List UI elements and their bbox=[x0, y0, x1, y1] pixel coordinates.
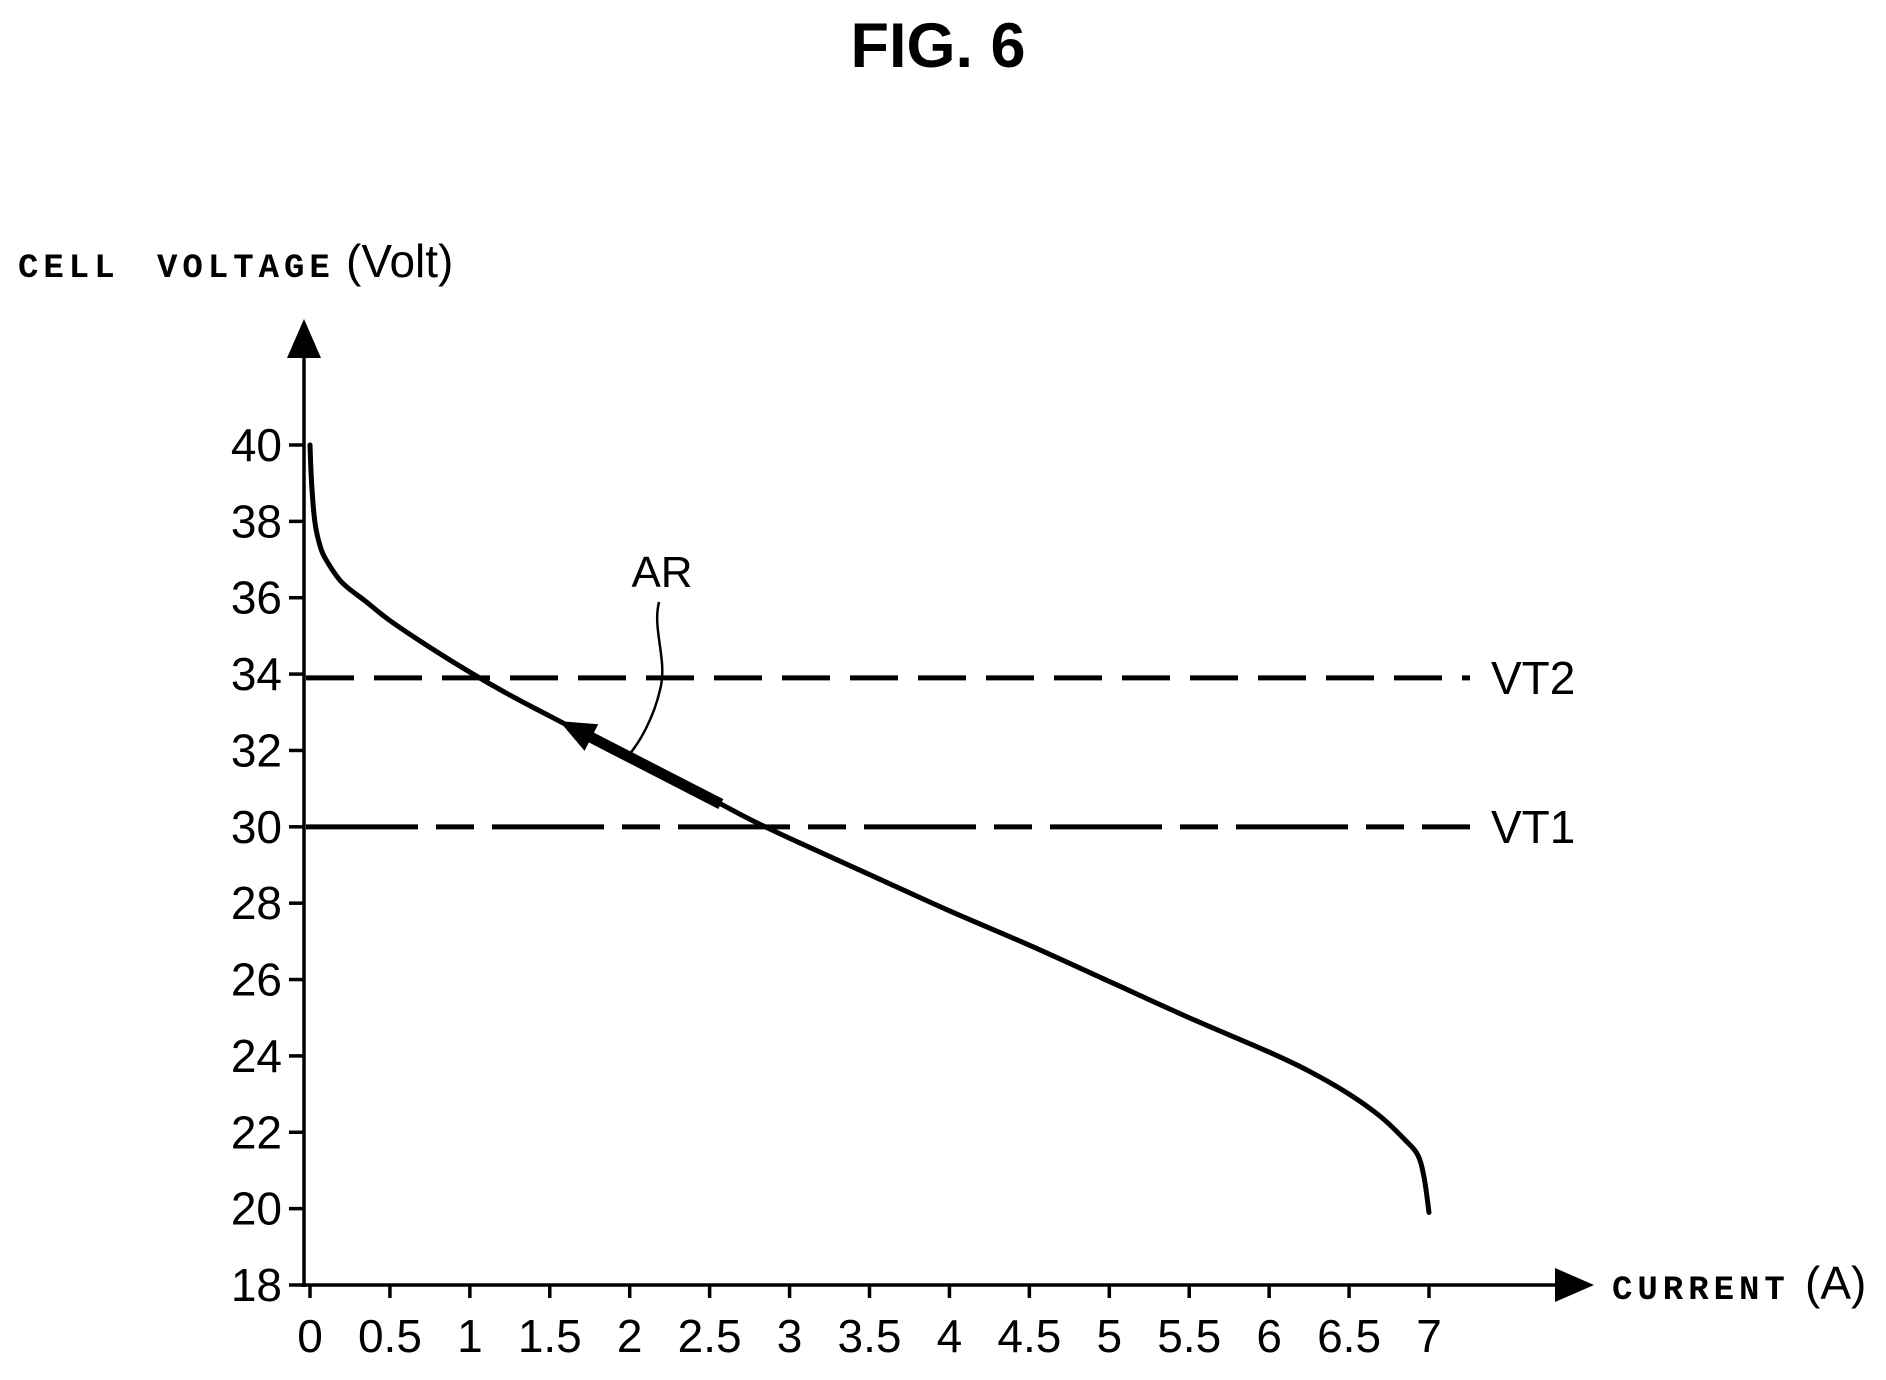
x-tick-label: 3 bbox=[777, 1310, 803, 1362]
x-tick-label: 4 bbox=[937, 1310, 963, 1362]
x-axis-unit: (A) bbox=[1805, 1257, 1866, 1309]
ar-leader-line bbox=[627, 601, 664, 757]
y-tick-label: 18 bbox=[231, 1259, 282, 1311]
x-tick-label: 3.5 bbox=[838, 1310, 902, 1362]
vt1-label: VT1 bbox=[1491, 801, 1575, 853]
y-tick-label: 40 bbox=[231, 419, 282, 471]
x-axis-arrowhead-icon bbox=[1555, 1268, 1594, 1302]
x-tick-label: 2 bbox=[617, 1310, 643, 1362]
y-tick-label: 30 bbox=[231, 801, 282, 853]
ar-arrowhead-icon bbox=[559, 721, 599, 751]
x-tick-label: 6 bbox=[1256, 1310, 1282, 1362]
vt2-label: VT2 bbox=[1491, 652, 1575, 704]
y-tick-label: 24 bbox=[231, 1030, 282, 1082]
y-tick-label: 26 bbox=[231, 954, 282, 1006]
ar-label: AR bbox=[631, 548, 692, 597]
x-tick-label: 7 bbox=[1416, 1310, 1442, 1362]
x-tick-label: 4.5 bbox=[997, 1310, 1061, 1362]
x-tick-label: 0.5 bbox=[358, 1310, 422, 1362]
axes bbox=[287, 319, 1594, 1302]
x-tick-label: 2.5 bbox=[678, 1310, 742, 1362]
x-tick-label: 5 bbox=[1096, 1310, 1122, 1362]
ar-arrow-shaft bbox=[587, 731, 724, 809]
figure-title: FIG. 6 bbox=[850, 11, 1025, 81]
y-tick-label: 34 bbox=[231, 648, 282, 700]
x-axis-label: CURRENT bbox=[1612, 1272, 1790, 1310]
axis-ticks: 18 20 22 24 26 28 30 32 34 36 38 40 0 0.5 1 1.5 2 2.5 3 3.5… bbox=[231, 419, 1442, 1362]
threshold-lines: VT2 VT1 bbox=[306, 652, 1575, 853]
y-tick-label: 22 bbox=[231, 1106, 282, 1158]
x-tick-label: 1 bbox=[457, 1310, 483, 1362]
x-tick-label: 1.5 bbox=[518, 1310, 582, 1362]
voltage-current-curve bbox=[307, 442, 1432, 1215]
y-tick-label: 36 bbox=[231, 572, 282, 624]
y-axis-unit: (Volt) bbox=[346, 235, 453, 287]
x-tick-label: 0 bbox=[297, 1310, 323, 1362]
ar-operation-arrow bbox=[559, 721, 724, 809]
y-tick-label: 38 bbox=[231, 495, 282, 547]
y-axis-label: CELL VOLTAGE bbox=[18, 250, 335, 288]
y-tick-label: 20 bbox=[231, 1183, 282, 1235]
x-tick-label: 5.5 bbox=[1157, 1310, 1221, 1362]
x-tick-label: 6.5 bbox=[1317, 1310, 1381, 1362]
y-tick-label: 28 bbox=[231, 877, 282, 929]
y-axis-arrowhead-icon bbox=[287, 319, 321, 358]
y-tick-label: 32 bbox=[231, 724, 282, 776]
